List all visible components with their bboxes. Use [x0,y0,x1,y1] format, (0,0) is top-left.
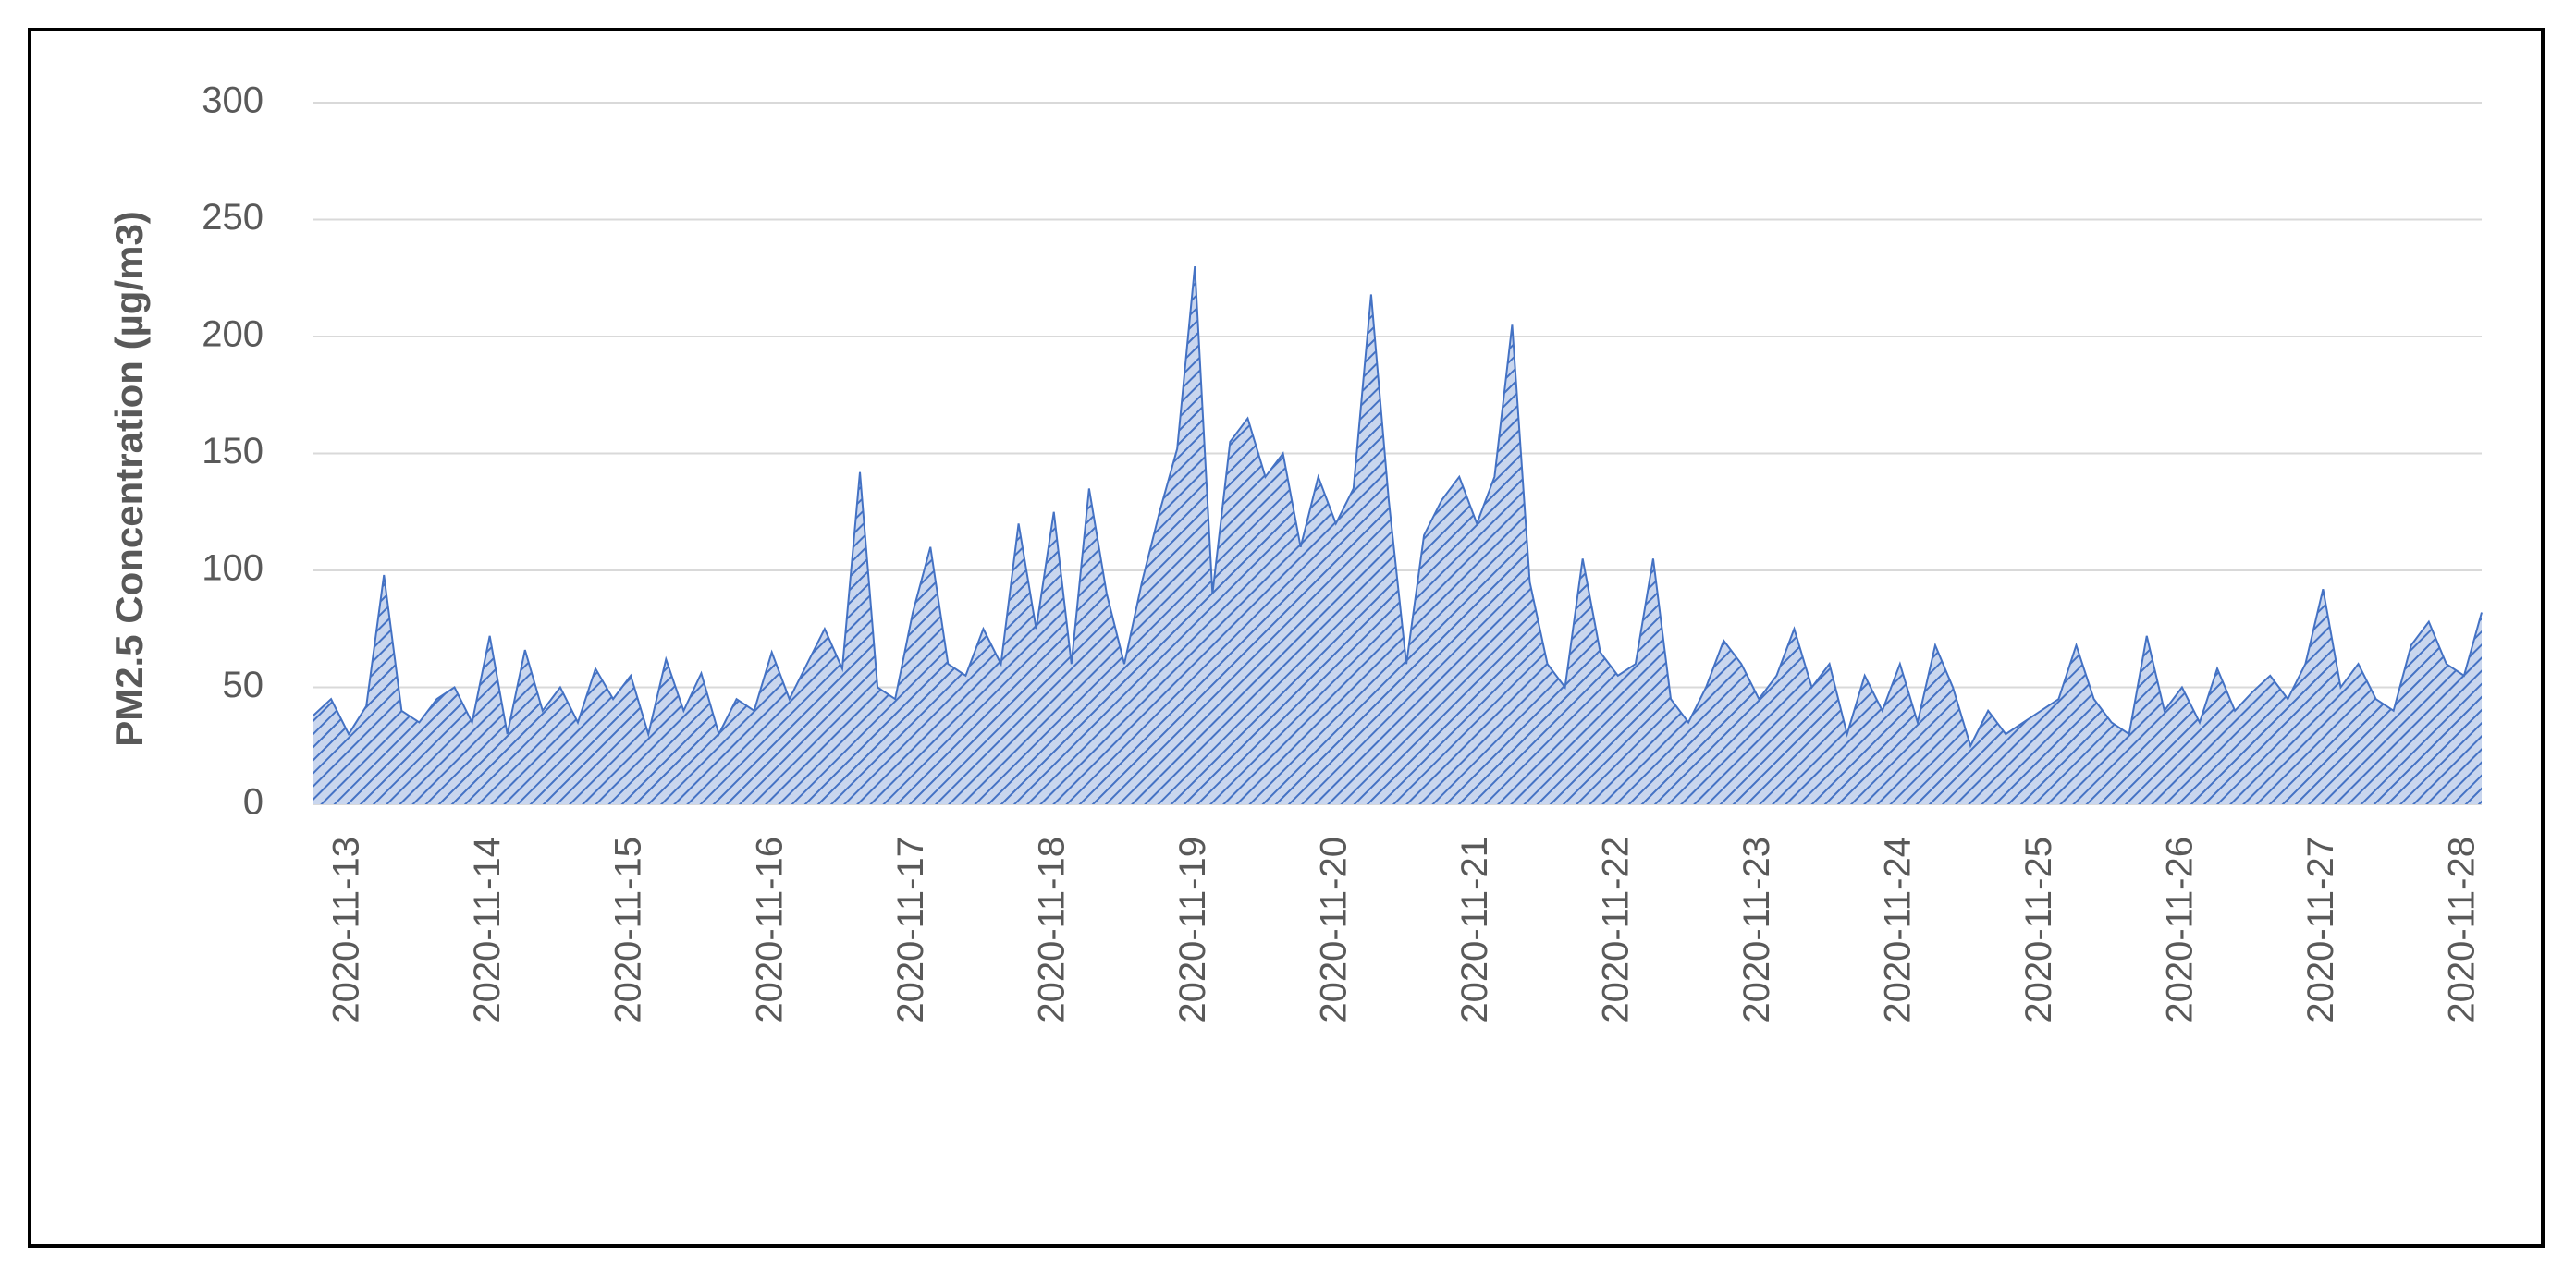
area-fill [313,266,2482,805]
area-line [313,266,2483,749]
y-tick-label: 300 [202,80,264,121]
y-tick-label: 50 [223,665,264,705]
x-tick-label: 2020-11-24 [1877,837,1918,1023]
x-tick-label: 2020-11-26 [2159,837,2200,1023]
y-tick-label: 250 [202,197,264,238]
y-tick-label: 200 [202,314,264,355]
x-tick-label: 2020-11-13 [326,837,367,1023]
x-tick-label: 2020-11-25 [2018,837,2059,1023]
x-tick-label: 2020-11-21 [1454,837,1495,1023]
x-tick-label: 2020-11-28 [2441,837,2482,1023]
y-tick-label: 0 [243,782,264,823]
x-tick-label: 2020-11-19 [1172,837,1213,1023]
x-tick-label: 2020-11-27 [2300,837,2341,1023]
x-tick-label: 2020-11-18 [1031,837,1072,1023]
x-tick-label: 2020-11-17 [890,837,931,1023]
x-tick-label: 2020-11-16 [749,837,790,1023]
x-tick-label: 2020-11-20 [1313,837,1354,1023]
y-axis-title: PM2.5 Concentration (µg/m3) [107,211,151,747]
x-tick-label: 2020-11-14 [467,837,508,1023]
y-tick-label: 100 [202,548,264,589]
y-tick-label: 150 [202,431,264,471]
x-tick-label: 2020-11-23 [1736,837,1777,1023]
x-tick-label: 2020-11-22 [1595,837,1636,1023]
x-tick-label: 2020-11-15 [608,837,649,1023]
